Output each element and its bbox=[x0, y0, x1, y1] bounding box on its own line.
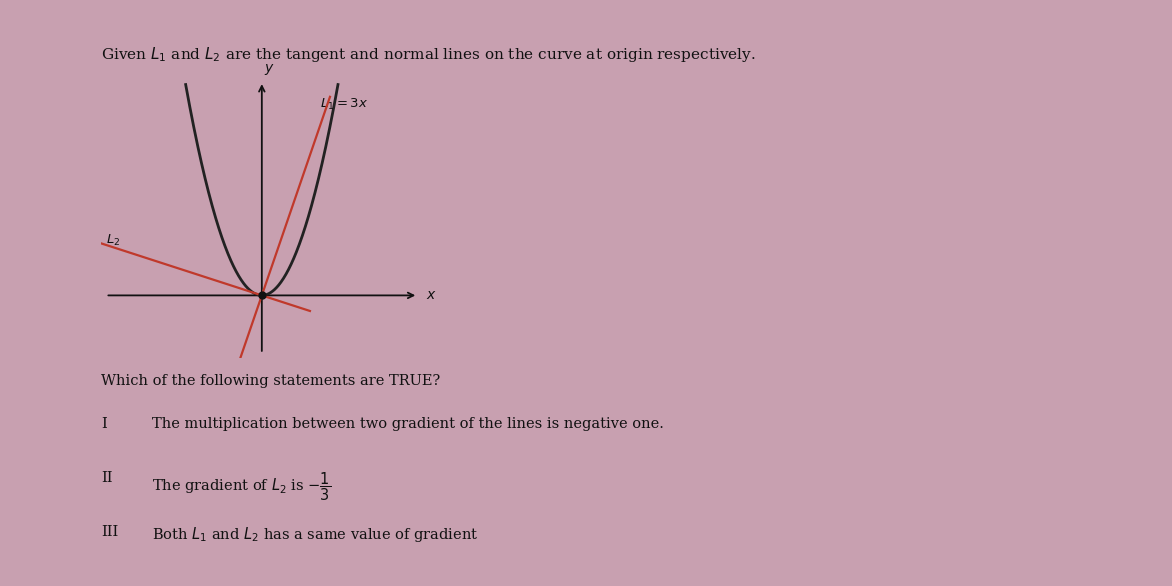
Text: The gradient of $L_2$ is $-\dfrac{1}{3}$: The gradient of $L_2$ is $-\dfrac{1}{3}$ bbox=[152, 471, 332, 503]
Text: $y$: $y$ bbox=[265, 62, 275, 77]
Text: II: II bbox=[102, 471, 113, 485]
Text: $x$: $x$ bbox=[427, 288, 437, 302]
Text: I: I bbox=[102, 417, 108, 431]
Text: $L_1 = 3x$: $L_1 = 3x$ bbox=[320, 97, 368, 112]
Text: Both $L_1$ and $L_2$ has a same value of gradient: Both $L_1$ and $L_2$ has a same value of… bbox=[152, 525, 478, 544]
Text: Given $L_1$ and $L_2$ are the tangent and normal lines on the curve at origin re: Given $L_1$ and $L_2$ are the tangent an… bbox=[102, 45, 756, 64]
Text: III: III bbox=[102, 525, 118, 539]
Text: The multiplication between two gradient of the lines is negative one.: The multiplication between two gradient … bbox=[152, 417, 665, 431]
Text: $L_2$: $L_2$ bbox=[105, 233, 120, 248]
Text: Which of the following statements are TRUE?: Which of the following statements are TR… bbox=[102, 374, 441, 388]
